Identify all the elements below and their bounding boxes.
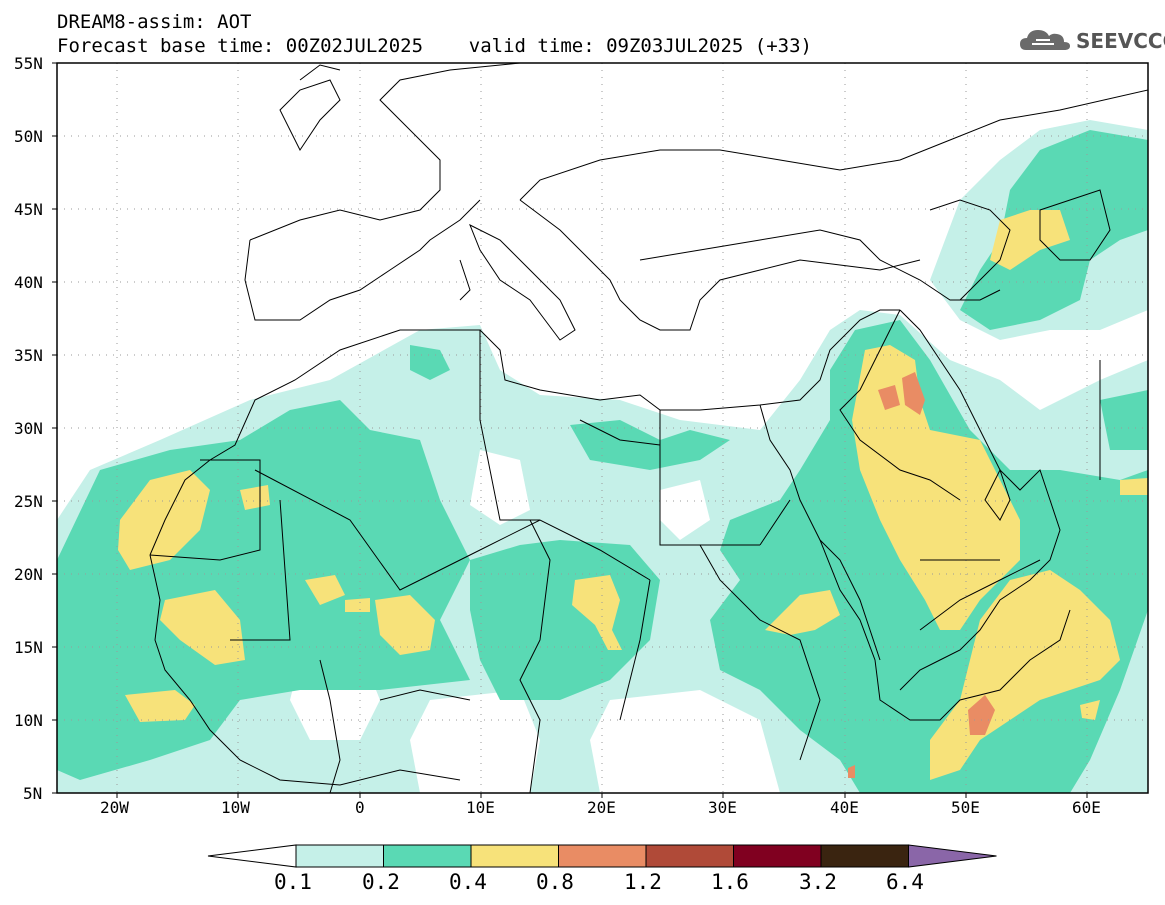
colorbar-label: 1.6 xyxy=(711,870,749,894)
colorbar-label: 1.2 xyxy=(624,870,662,894)
lat-label: 40N xyxy=(14,273,43,292)
seevccc-logo: SEEVCCC xyxy=(1018,24,1165,58)
lon-label: 40E xyxy=(830,798,859,817)
graticule xyxy=(57,63,1148,793)
lon-label: 20E xyxy=(587,798,616,817)
axis-ticks xyxy=(52,62,1088,798)
lon-label: 30E xyxy=(708,798,737,817)
lat-label: 15N xyxy=(14,638,43,657)
aot-fields xyxy=(57,120,1148,793)
colorbar-label: 6.4 xyxy=(886,870,924,894)
forecast-time-line: Forecast base time: 00Z02JUL2025 valid t… xyxy=(57,35,812,57)
lat-label: 55N xyxy=(14,54,43,73)
colorbar-label: 0.8 xyxy=(536,870,574,894)
aot-band-0.8 xyxy=(848,372,995,778)
lat-label: 35N xyxy=(14,346,43,365)
lon-label: 0 xyxy=(355,798,365,817)
lon-label: 60E xyxy=(1072,798,1101,817)
colorbar-label: 0.1 xyxy=(274,870,312,894)
lon-label: 10W xyxy=(221,798,250,817)
colorbar-label: 0.2 xyxy=(362,870,400,894)
lon-label: 20W xyxy=(100,798,129,817)
cloud-icon xyxy=(1020,30,1070,50)
lat-label: 45N xyxy=(14,200,43,219)
lon-label: 50E xyxy=(951,798,980,817)
lat-label: 50N xyxy=(14,127,43,146)
lat-label: 20N xyxy=(14,565,43,584)
lat-label: 30N xyxy=(14,419,43,438)
lat-label: 5N xyxy=(23,784,43,803)
colorbar-label: 0.4 xyxy=(449,870,487,894)
lat-label: 25N xyxy=(14,492,43,511)
aot-band-0.4 xyxy=(118,210,1148,780)
lon-label: 10E xyxy=(466,798,495,817)
colorbar-label: 3.2 xyxy=(799,870,837,894)
logo-text: SEEVCCC xyxy=(1076,29,1165,53)
lat-label: 10N xyxy=(14,711,43,730)
coastlines-borders xyxy=(149,63,1148,793)
map-title: DREAM8-assim: AOT xyxy=(57,11,252,33)
